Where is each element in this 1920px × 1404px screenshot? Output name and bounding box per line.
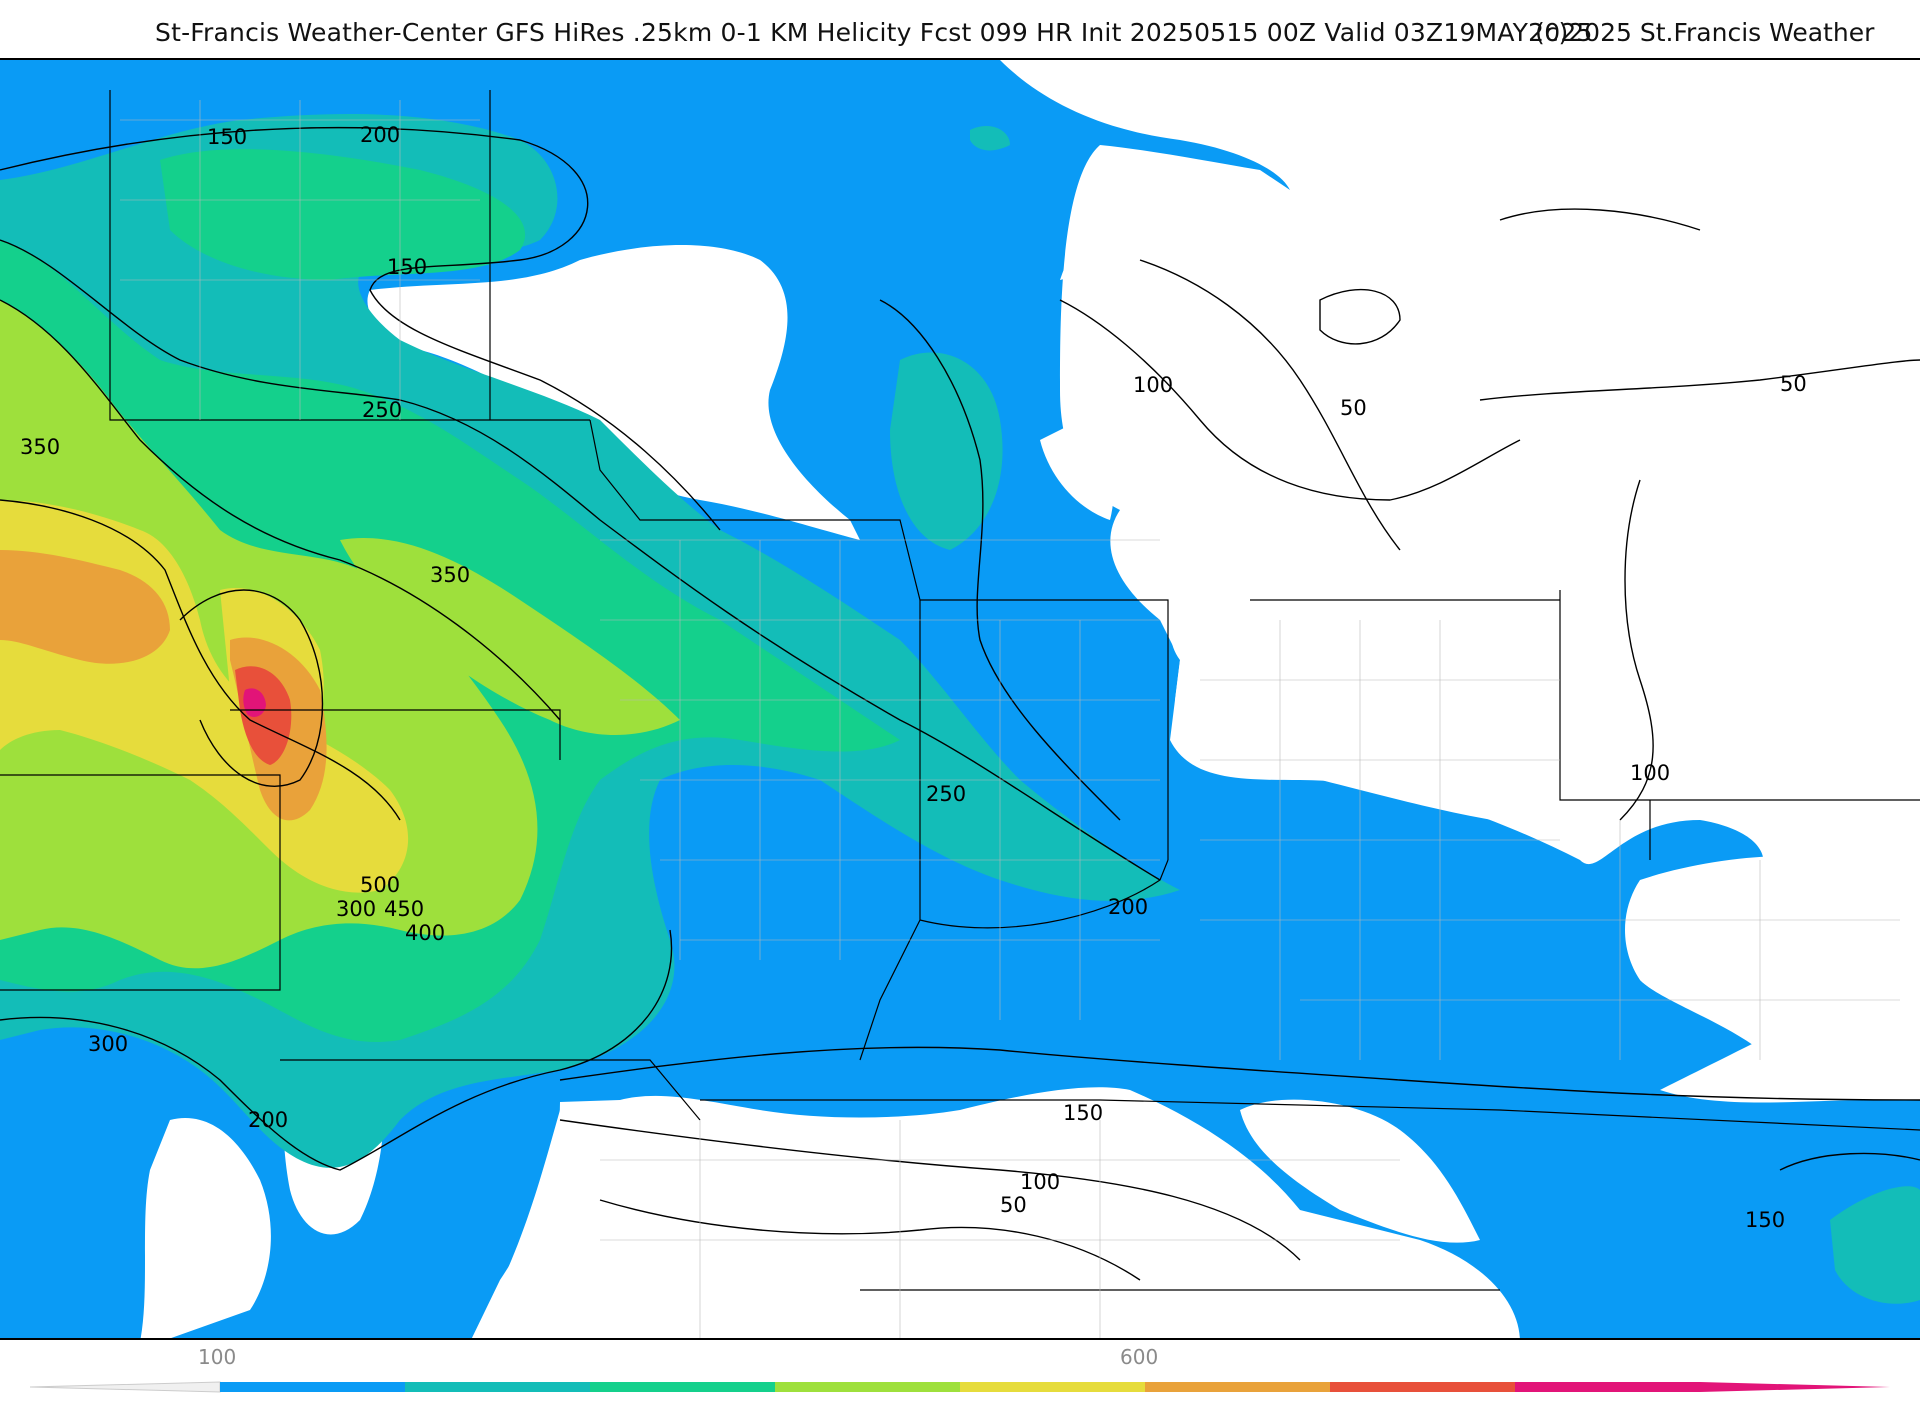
color-legend <box>0 1340 1920 1400</box>
contour-label: 100 <box>1133 373 1173 397</box>
contour-lines <box>0 126 1920 1281</box>
contour-line <box>0 499 401 821</box>
helicity-fill-orange <box>0 550 327 821</box>
contour-label: 350 <box>20 435 60 459</box>
contour-line <box>599 1199 1141 1281</box>
legend-left-arrow <box>29 1381 221 1393</box>
map-title: St-Francis Weather-Center GFS HiRes .25k… <box>155 18 1593 47</box>
contour-label: 50 <box>1000 1193 1027 1217</box>
county-boundaries <box>120 100 1900 1338</box>
contour-label: 50 <box>1780 372 1807 396</box>
contour-label: 200 <box>1108 895 1148 919</box>
copyright-text: (c)2025 St.Francis Weather <box>1535 18 1875 47</box>
contour-line <box>0 126 721 531</box>
helicity-fill-teal-east <box>1830 1186 1920 1304</box>
helicity-fill-white-east <box>1180 612 1677 829</box>
contour-label: 100 <box>1020 1170 1060 1194</box>
contour-label: 150 <box>1745 1208 1785 1232</box>
contour-label: 350 <box>430 563 470 587</box>
contour-line <box>1139 259 1401 551</box>
legend-right-arrow <box>1700 1382 1890 1392</box>
legend-swatch <box>220 1382 405 1392</box>
contour-line <box>1319 288 1401 345</box>
legend-swatch <box>590 1382 775 1392</box>
legend-swatch <box>775 1382 960 1392</box>
legend-tick-label-600: 600 <box>1120 1345 1159 1369</box>
contour-label: 150 <box>1063 1101 1103 1125</box>
helicity-fill-white-se <box>1625 856 1920 1100</box>
contour-label: 300 <box>88 1032 128 1056</box>
helicity-fill-lime <box>0 300 680 969</box>
state-boundaries <box>0 90 1920 1291</box>
contour-line <box>879 299 1121 821</box>
contour-label: 450 <box>384 897 424 921</box>
legend-swatch <box>1515 1382 1700 1392</box>
contour-label: 200 <box>360 123 400 147</box>
helicity-fill-white-south <box>472 1099 1480 1338</box>
legend-tick-label-100: 100 <box>198 1345 237 1369</box>
contour-line <box>0 299 561 721</box>
contour-label: 400 <box>405 921 445 945</box>
contour-label: 150 <box>387 255 427 279</box>
contour-label: 250 <box>926 782 966 806</box>
legend-swatch <box>1145 1382 1330 1392</box>
title-bar: St-Francis Weather-Center GFS HiRes .25k… <box>0 0 1920 58</box>
contour-label: 100 <box>1630 761 1670 785</box>
contour-line <box>559 1046 1920 1101</box>
legend-bar <box>29 1381 1890 1393</box>
legend-swatch <box>960 1382 1145 1392</box>
contour-line <box>1499 208 1701 231</box>
contour-line <box>1479 359 1920 401</box>
contour-label: 200 <box>248 1108 288 1132</box>
contour-line <box>1619 479 1654 821</box>
contour-line <box>1059 299 1521 501</box>
contour-label: 300 <box>336 897 376 921</box>
contour-label: 250 <box>362 398 402 422</box>
legend-swatch <box>405 1382 590 1392</box>
contour-line <box>0 929 673 1171</box>
map-svg: 150 200 150 250 350 350 500 300 450 400 … <box>0 60 1920 1338</box>
helicity-fill-teal-north <box>970 125 1010 151</box>
contour-line <box>179 589 324 787</box>
contour-line <box>559 1119 1301 1261</box>
legend-swatch <box>1330 1382 1515 1392</box>
contour-label: 500 <box>360 873 400 897</box>
helicity-map: 150 200 150 250 350 350 500 300 450 400 … <box>0 58 1920 1340</box>
contour-line <box>1779 1152 1920 1171</box>
contour-label: 150 <box>207 125 247 149</box>
contour-label-group: 150 200 150 250 350 350 500 300 450 400 … <box>20 123 1807 1232</box>
legend-swatches <box>220 1382 1700 1392</box>
contour-label: 50 <box>1340 396 1367 420</box>
contour-line <box>0 239 1161 881</box>
